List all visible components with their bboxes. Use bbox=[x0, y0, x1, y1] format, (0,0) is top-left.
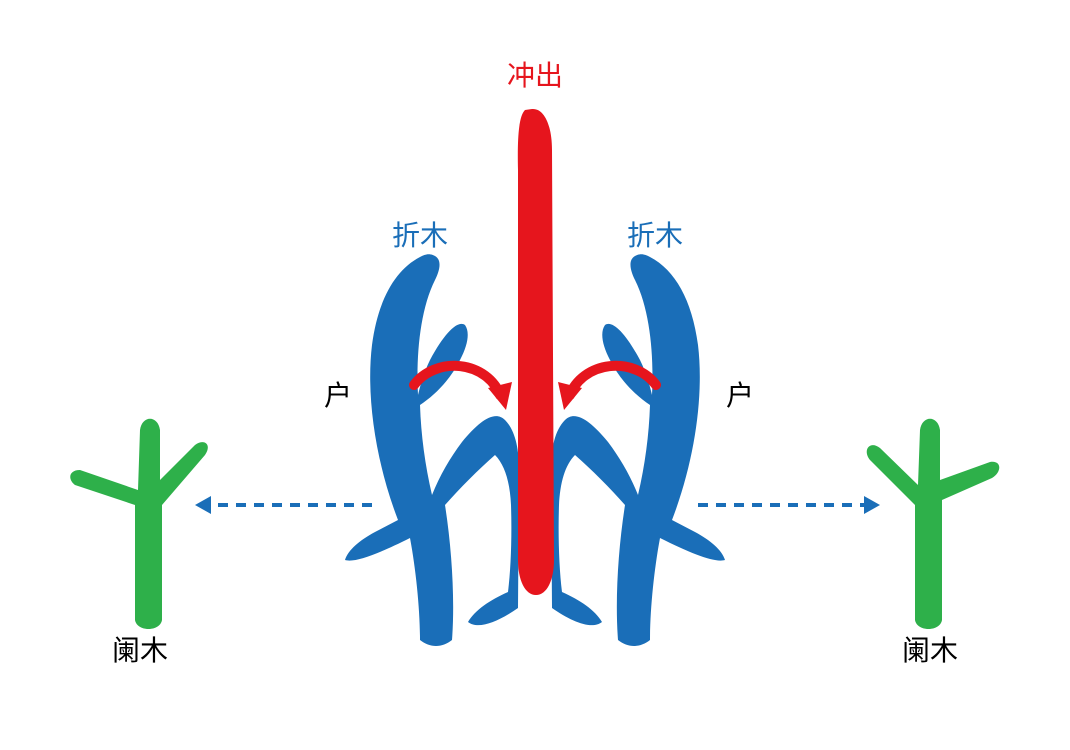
center-bar bbox=[518, 109, 554, 595]
dashed-link-right-head bbox=[864, 496, 880, 514]
dashed-link-left-head bbox=[195, 496, 211, 514]
label-bent_right: 折木 bbox=[627, 220, 683, 251]
sill-tree-right bbox=[867, 419, 1000, 629]
sill-tree-left bbox=[70, 419, 208, 629]
label-top_center: 冲出 bbox=[507, 60, 563, 91]
label-bent_left: 折木 bbox=[392, 220, 448, 251]
label-gate_left: 户 bbox=[324, 380, 352, 411]
bent-tree-right bbox=[551, 254, 725, 646]
label-sill_right: 阑木 bbox=[902, 635, 958, 666]
label-gate_right: 户 bbox=[726, 380, 754, 411]
bent-tree-left bbox=[345, 254, 519, 646]
label-sill_left: 阑木 bbox=[112, 635, 168, 666]
